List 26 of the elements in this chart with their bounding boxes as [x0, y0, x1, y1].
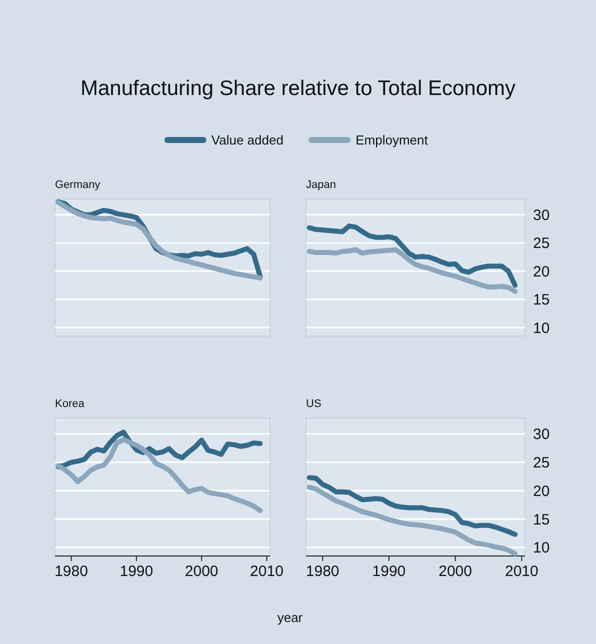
x-axis-title: year	[277, 610, 304, 625]
x-tick-label: 1990	[372, 563, 406, 580]
x-tick-label: 2000	[438, 563, 472, 580]
chart-subtitle: US	[306, 398, 322, 410]
legend-label: Employment	[356, 132, 428, 148]
chart-subtitle: Japan	[306, 179, 336, 191]
y-tick-label: 25	[533, 454, 550, 472]
y-tick-label: 10	[533, 540, 550, 557]
x-tick-label: 1980	[306, 563, 340, 580]
y-tick-label: 15	[533, 292, 550, 309]
legend-label: Value added	[211, 132, 284, 148]
chart-title: Manufacturing Share relative to Total Economy	[80, 77, 516, 100]
y-tick-label: 10	[533, 320, 550, 337]
y-tick-label: 30	[533, 426, 550, 444]
y-tick-label: 25	[533, 235, 550, 252]
x-tick-label: 1990	[120, 563, 154, 580]
chart-subtitle: Germany	[55, 179, 101, 191]
x-tick-label: 1980	[54, 563, 88, 580]
y-tick-label: 20	[533, 482, 550, 500]
x-tick-label: 2010	[504, 563, 538, 580]
x-tick-label: 2010	[250, 563, 284, 580]
x-tick-label: 2000	[184, 563, 218, 580]
y-tick-label: 15	[533, 511, 550, 528]
y-tick-label: 30	[533, 207, 550, 224]
chart-subtitle: Korea	[55, 398, 86, 410]
y-tick-label: 20	[533, 263, 550, 280]
